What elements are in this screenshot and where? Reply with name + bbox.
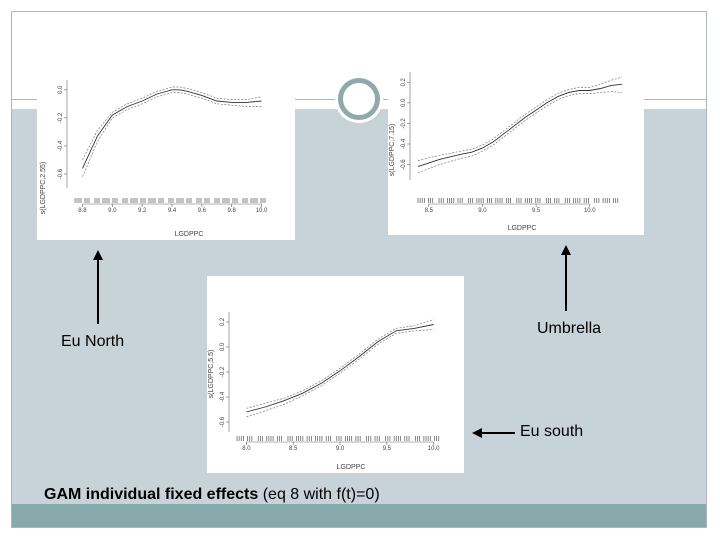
left-arrow-icon [472, 428, 515, 438]
smooth-fit-line [246, 324, 434, 413]
x-axis-label: LGDPPC [337, 464, 366, 471]
x-tick-label: 10.0 [428, 446, 440, 452]
x-tick-label: 8.5 [425, 208, 434, 214]
y-tick-label: 0.0 [220, 342, 226, 351]
label-eu-south: Eu south [520, 423, 584, 440]
y-tick-label: -0.6 [220, 416, 226, 427]
y-tick-label: 0.2 [401, 77, 407, 86]
confidence-band-line [82, 92, 262, 177]
confidence-band-line [417, 76, 623, 161]
x-tick-label: 8.8 [78, 208, 87, 214]
x-axis-label: LGDPPC [508, 225, 537, 232]
x-tick-label: 10.0 [256, 208, 268, 214]
confidence-band-line [417, 91, 623, 174]
chart-panel-eu-north: s(LGDPPC,2.55) LGDPPC -0.6 -0.4 -0.2 0.0 8.8… [37, 70, 295, 240]
x-tick-label: 9.5 [532, 208, 541, 214]
confidence-band-line [82, 86, 262, 161]
y-tick-label: 0.2 [220, 317, 226, 326]
label-umbrella: Umbrella [537, 320, 602, 337]
smooth-fit-line [82, 89, 262, 169]
x-tick-label: 9.6 [198, 208, 207, 214]
x-tick-label: 9.0 [336, 446, 345, 452]
x-tick-label: 9.8 [228, 208, 237, 214]
caption-bold: GAM individual fixed effects [44, 486, 259, 503]
caption-rest: (eq 8 with f(t)=0) [258, 486, 380, 503]
up-arrow-icon [561, 245, 571, 311]
x-tick-label: 10.0 [584, 208, 596, 214]
y-tick-label: -0.6 [401, 159, 407, 170]
x-tick-label: 9.2 [138, 208, 147, 214]
y-tick-label: -0.2 [401, 118, 407, 129]
confidence-band-line [246, 329, 434, 418]
slide-footer-strip [12, 504, 706, 527]
y-axis-label: s(LGDPPC,5.5) [208, 350, 215, 399]
y-tick-label: -0.2 [58, 112, 64, 123]
x-tick-label: 8.5 [289, 446, 298, 452]
y-tick-label: -0.4 [220, 391, 226, 402]
y-axis-label: s(LGDPPC,7.15) [389, 124, 396, 177]
y-tick-label: -0.2 [220, 366, 226, 377]
y-tick-label: 0.0 [58, 85, 64, 94]
y-tick-label: -0.4 [401, 138, 407, 149]
chart-eu-south: s(LGDPPC,5.5) LGDPPC -0.6 -0.4 -0.2 0.0 0.2 8… [208, 312, 440, 471]
x-tick-label: 9.0 [108, 208, 117, 214]
chart-panel-umbrella: s(LGDPPC,7.15) LGDPPC -0.6 -0.4 -0.2 0.0 0.2… [388, 62, 644, 235]
x-tick-label: 8.0 [242, 446, 251, 452]
y-tick-label: -0.4 [58, 140, 64, 151]
confidence-band-line [246, 319, 434, 409]
chart-umbrella: s(LGDPPC,7.15) LGDPPC -0.6 -0.4 -0.2 0.0 0.2… [389, 72, 623, 232]
x-axis-label: LGDPPC [175, 231, 204, 238]
x-tick-label: 9.5 [383, 446, 392, 452]
x-tick-label: 9.0 [478, 208, 487, 214]
x-tick-label: 9.4 [168, 208, 177, 214]
chart-panel-eu-south: s(LGDPPC,5.5) LGDPPC -0.6 -0.4 -0.2 0.0 0.2 8… [207, 276, 464, 473]
chart-eu-north: s(LGDPPC,2.55) LGDPPC -0.6 -0.4 -0.2 0.0 8.8… [40, 80, 268, 238]
up-arrow-icon [93, 250, 103, 324]
y-tick-label: -0.6 [58, 168, 64, 179]
label-eu-north: Eu North [61, 333, 125, 350]
ring-ornament-icon [338, 78, 380, 120]
slide-caption: GAM individual fixed effects (eq 8 with … [44, 486, 380, 504]
y-tick-label: 0.0 [401, 98, 407, 107]
y-axis-label: s(LGDPPC,2.55) [40, 162, 47, 215]
smooth-fit-line [417, 83, 623, 168]
slide-frame [11, 11, 707, 528]
